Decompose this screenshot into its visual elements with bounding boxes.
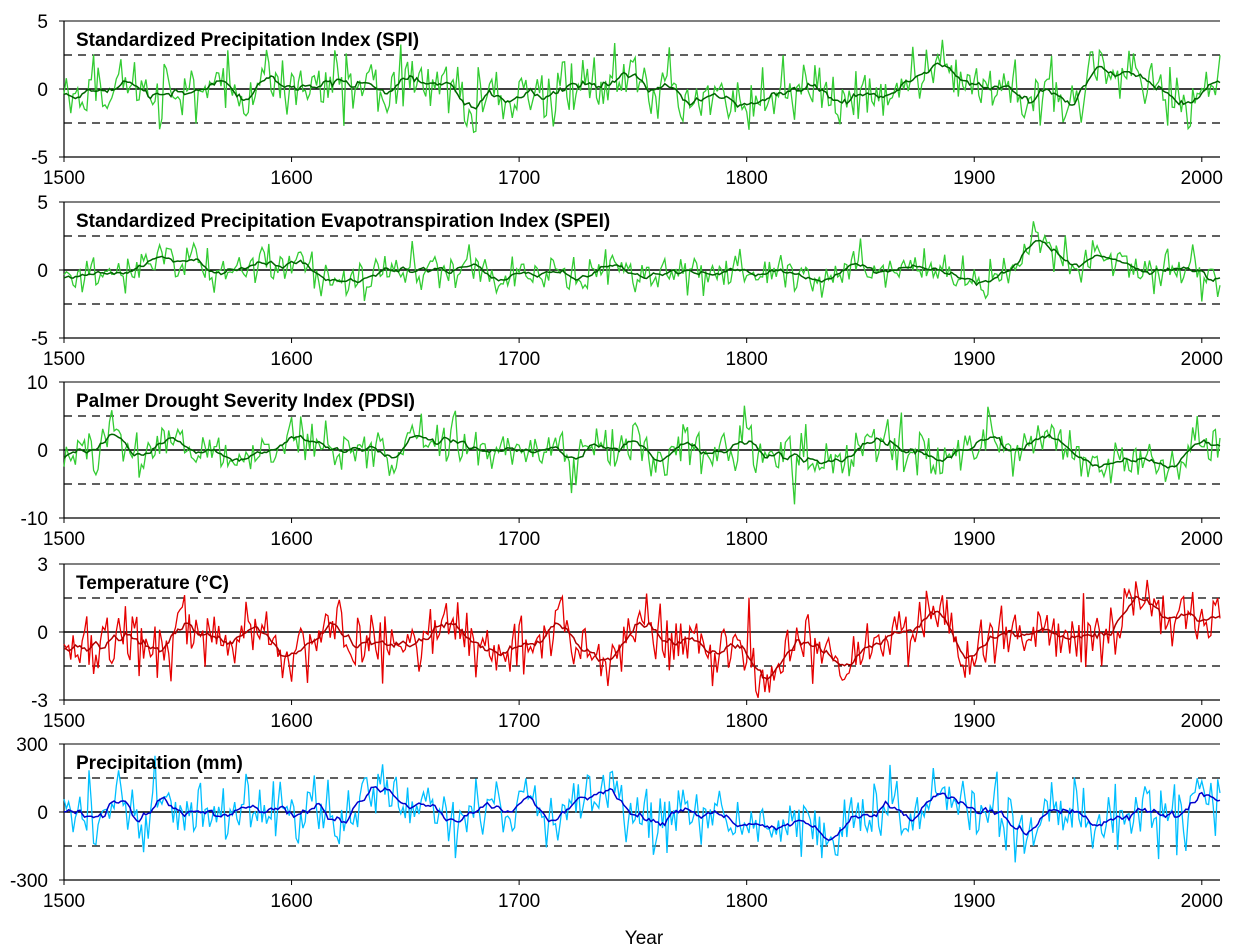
panel-title: Standardized Precipitation Evapotranspir…: [76, 211, 610, 232]
x-tick-label: 1500: [43, 349, 85, 370]
y-tick-label: 10: [27, 373, 48, 394]
y-tick-label: 0: [37, 623, 48, 644]
series-smoothed-line: [63, 595, 1221, 681]
series-annual-line: [63, 39, 1221, 134]
x-tick-label: 1500: [43, 529, 85, 550]
series-smoothed-line: [63, 239, 1221, 287]
x-tick-label: 1500: [43, 711, 85, 732]
panel-title: Standardized Precipitation Index (SPI): [76, 30, 419, 51]
y-tick-label: 0: [37, 803, 48, 824]
x-tick-label: 1900: [953, 349, 995, 370]
x-tick-label: 2000: [1181, 529, 1223, 550]
x-tick-label: 1700: [498, 711, 540, 732]
x-tick-label: 1600: [270, 349, 312, 370]
x-tick-label: 1700: [498, 168, 540, 189]
series-smoothed-line: [63, 62, 1221, 110]
x-tick-label: 1900: [953, 168, 995, 189]
x-tick-label: 1800: [726, 711, 768, 732]
y-tick-label: 5: [37, 12, 48, 33]
x-tick-label: 1800: [726, 349, 768, 370]
x-tick-label: 1500: [43, 891, 85, 912]
series-annual-line: [63, 221, 1221, 302]
x-tick-label: 1900: [953, 711, 995, 732]
x-tick-label: 2000: [1181, 711, 1223, 732]
y-tick-label: 300: [16, 735, 48, 756]
y-tick-label: -10: [21, 509, 48, 530]
x-tick-label: 1600: [270, 711, 312, 732]
y-tick-label: 0: [37, 80, 48, 101]
panel-title: Palmer Drought Severity Index (PDSI): [76, 391, 415, 412]
y-tick-label: 5: [37, 193, 48, 214]
series-annual-line: [63, 405, 1221, 505]
x-axis-label: Year: [625, 928, 664, 949]
x-tick-label: 1800: [726, 529, 768, 550]
y-tick-label: -5: [31, 148, 48, 169]
x-tick-label: 2000: [1181, 891, 1223, 912]
x-tick-label: 1800: [726, 168, 768, 189]
x-tick-label: 1700: [498, 891, 540, 912]
x-tick-label: 2000: [1181, 168, 1223, 189]
series-smoothed-line: [63, 785, 1221, 842]
x-tick-label: 1900: [953, 529, 995, 550]
x-tick-label: 1600: [270, 891, 312, 912]
x-tick-label: 1700: [498, 349, 540, 370]
x-tick-label: 1600: [270, 529, 312, 550]
x-tick-label: 1500: [43, 168, 85, 189]
x-tick-label: 2000: [1181, 349, 1223, 370]
panel-title: Precipitation (mm): [76, 753, 243, 774]
y-tick-label: -300: [10, 871, 48, 892]
series-annual-line: [63, 755, 1221, 863]
y-tick-label: 0: [37, 261, 48, 282]
x-tick-label: 1700: [498, 529, 540, 550]
x-tick-label: 1600: [270, 168, 312, 189]
y-tick-label: -5: [31, 329, 48, 350]
series-annual-line: [63, 579, 1221, 699]
x-tick-label: 1800: [726, 891, 768, 912]
x-tick-label: 1900: [953, 891, 995, 912]
y-tick-label: -3: [31, 691, 48, 712]
series-smoothed-line: [63, 433, 1221, 469]
panel-title: Temperature (°C): [76, 573, 229, 594]
y-tick-label: 3: [37, 555, 48, 576]
y-tick-label: 0: [37, 441, 48, 462]
